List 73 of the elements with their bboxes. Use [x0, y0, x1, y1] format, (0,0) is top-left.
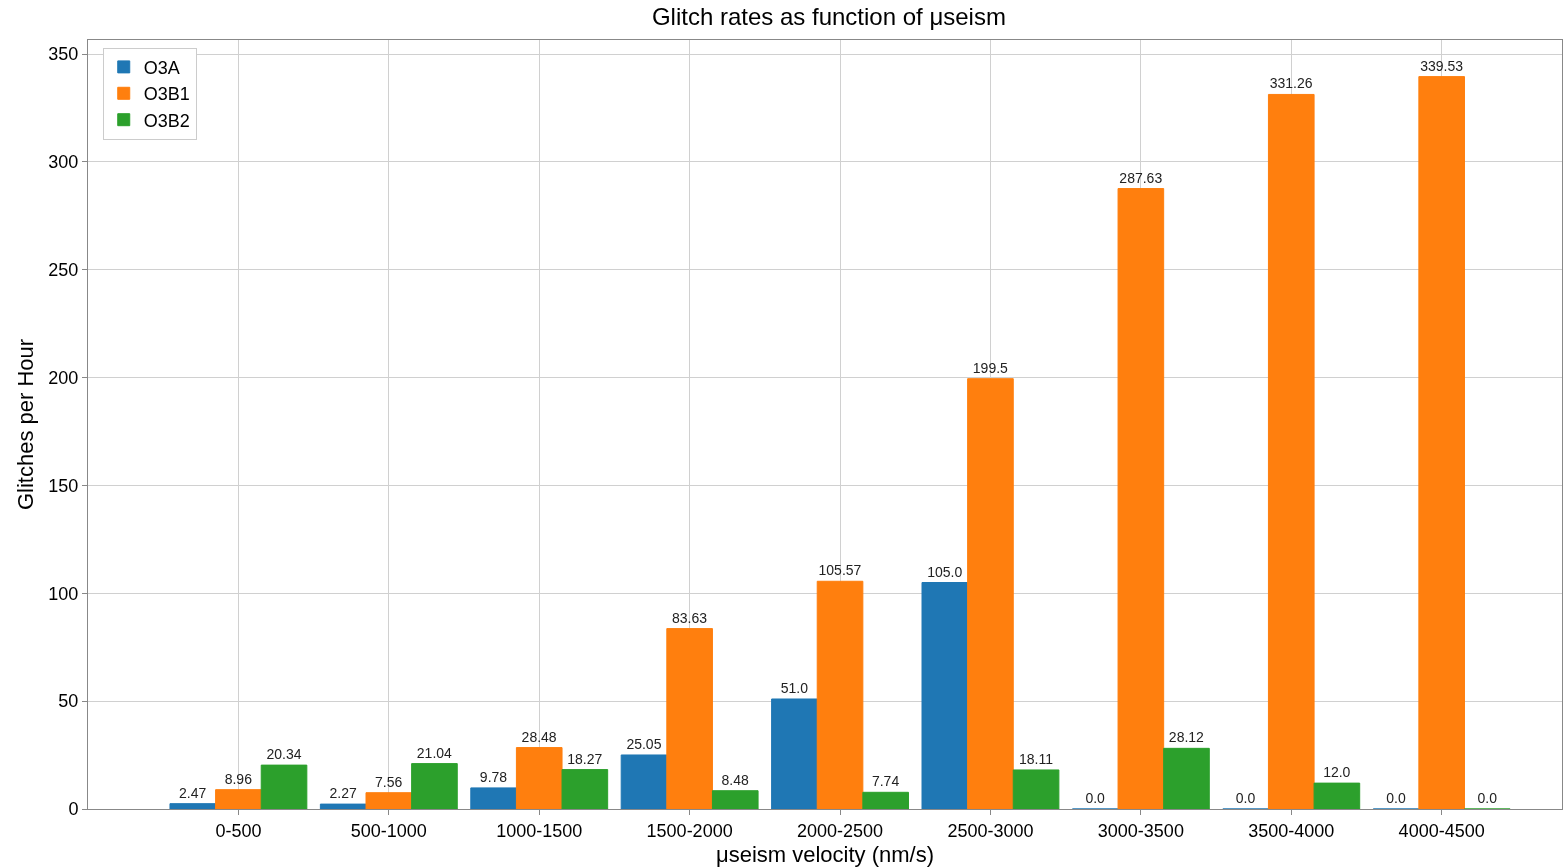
x-tick-label: 3000-3500 [1097, 820, 1184, 841]
bar [260, 764, 308, 809]
data-label: 7.56 [375, 773, 403, 790]
bar [470, 787, 517, 809]
data-label: 105.0 [927, 563, 963, 580]
data-label: 0.0 [1235, 790, 1256, 806]
y-tick-label: 300 [48, 152, 79, 173]
data-label: 9.78 [479, 768, 508, 785]
x-tick-label: 2000-2500 [796, 820, 884, 841]
bar [561, 769, 609, 809]
data-label: 8.96 [224, 770, 253, 787]
y-axis-title: Glitches per Hour [13, 338, 39, 511]
y-tick-label: 100 [48, 583, 79, 604]
legend-label: O3A [143, 57, 180, 78]
data-label: 28.12 [1168, 729, 1205, 746]
bar [1163, 747, 1210, 809]
data-label: 331.26 [1269, 75, 1313, 92]
bar [620, 754, 668, 809]
data-label: 12.0 [1323, 764, 1351, 781]
y-tick-label: 350 [48, 44, 79, 65]
bar [921, 582, 969, 809]
x-tick-label: 500-1000 [350, 820, 427, 841]
bar [515, 747, 563, 809]
legend-label: O3B2 [143, 110, 190, 131]
bar [1012, 769, 1060, 809]
data-label: 287.63 [1119, 169, 1163, 186]
x-tick-label: 1000-1500 [496, 820, 583, 841]
bar [1313, 782, 1361, 809]
bar [816, 580, 864, 809]
bar [1117, 188, 1165, 809]
data-label: 0.0 [1477, 790, 1498, 806]
bar [862, 791, 909, 809]
chart-title: Glitch rates as function of μseism [651, 3, 1006, 31]
bar [1267, 93, 1315, 809]
data-label: 7.74 [871, 773, 900, 790]
data-label: 18.27 [567, 750, 603, 767]
data-label: 83.63 [672, 609, 708, 626]
bar [215, 789, 262, 809]
y-tick-label: 200 [48, 367, 79, 388]
bar [169, 803, 217, 809]
bar [967, 378, 1014, 809]
bar [711, 790, 759, 809]
data-label: 18.11 [1018, 750, 1054, 767]
x-tick-label: 4000-4500 [1398, 820, 1485, 841]
bar [365, 792, 413, 809]
data-label: 2.47 [179, 784, 207, 801]
bar [771, 698, 818, 809]
bar [666, 628, 713, 809]
y-tick-label: 50 [58, 691, 79, 712]
x-tick-label: 1500-2000 [646, 820, 733, 841]
data-label: 339.53 [1420, 57, 1464, 74]
y-tick-label: 250 [48, 260, 79, 281]
x-tick-label: 2500-3000 [947, 820, 1034, 841]
data-label: 8.48 [721, 771, 749, 788]
bar [411, 763, 458, 809]
data-label: 105.57 [818, 562, 862, 579]
data-label: 199.5 [972, 359, 1009, 376]
data-label: 2.27 [329, 785, 357, 802]
x-tick-label: 0-500 [215, 820, 262, 841]
data-label: 28.48 [521, 728, 557, 745]
y-tick-label: 0 [68, 799, 79, 820]
data-label: 0.0 [1386, 790, 1406, 806]
data-label: 20.34 [266, 746, 302, 763]
data-label: 51.0 [780, 679, 809, 696]
x-axis-title: μseism velocity (nm/s) [715, 842, 935, 867]
bar [319, 803, 367, 809]
data-label: 0.0 [1085, 790, 1106, 806]
data-label: 21.04 [416, 744, 453, 761]
legend-label: O3B1 [143, 84, 190, 105]
bar [1418, 76, 1465, 809]
y-tick-label: 150 [48, 475, 79, 496]
data-label: 25.05 [626, 735, 662, 752]
x-tick-label: 3500-4000 [1248, 820, 1335, 841]
